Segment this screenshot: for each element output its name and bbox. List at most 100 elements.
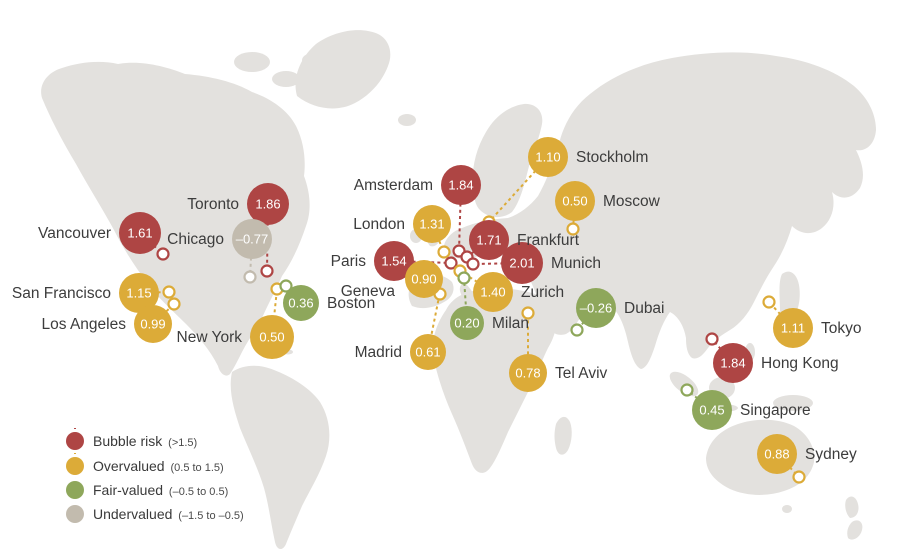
city-bubble-geneva [405, 260, 443, 298]
city-label-new-york: New York [177, 329, 243, 346]
city-bubble-stockholm [528, 137, 568, 177]
legend-swatch-undervalued [66, 505, 84, 523]
city-bubble-frankfurt [469, 220, 509, 260]
city-value-toronto: 1.86 [255, 197, 280, 212]
new-zealand [845, 496, 859, 518]
location-marker-london [437, 245, 451, 259]
city-value-sydney: 0.88 [764, 447, 789, 462]
city-label-tel-aviv: Tel Aviv [555, 365, 608, 382]
city-value-singapore: 0.45 [699, 403, 724, 418]
city-bubble-amsterdam [441, 165, 481, 205]
city-value-hong-kong: 1.84 [720, 356, 745, 371]
city-label-amsterdam: Amsterdam [354, 177, 433, 194]
location-marker-sydney [792, 470, 806, 484]
city-value-paris: 1.54 [381, 254, 406, 269]
city-bubble-los-angeles [134, 305, 172, 343]
location-marker-tokyo [762, 295, 776, 309]
legend-swatch-bubble-risk [66, 432, 84, 450]
city-label-tokyo: Tokyo [821, 320, 862, 337]
city-bubble-toronto [247, 183, 289, 225]
iceland [398, 114, 416, 126]
city-label-hong-kong: Hong Kong [761, 355, 839, 372]
city-bubble-tel-aviv [509, 354, 547, 392]
city-label-geneva: Geneva [341, 283, 396, 300]
city-bubble-singapore [692, 390, 732, 430]
legend-label-bubble-risk: Bubble risk (>1.5) [93, 433, 197, 449]
location-marker-singapore [680, 383, 694, 397]
city-bubble-milan [450, 306, 484, 340]
city-label-sydney: Sydney [805, 446, 857, 463]
city-value-dubai: –0.26 [580, 301, 613, 316]
city-value-amsterdam: 1.84 [448, 178, 473, 193]
city-label-los-angeles: Los Angeles [42, 316, 127, 333]
city-bubble-sydney [757, 434, 797, 474]
city-label-zurich: Zurich [521, 284, 564, 301]
city-bubble-paris [374, 241, 414, 281]
city-bubbles: 1.61 1.86 –0.77 1.15 0.99 0.50 0.36 1.84 1.31 1.5… [119, 137, 813, 474]
legend-label-fair-valued: Fair-valued (–0.5 to 0.5) [93, 482, 228, 498]
city-value-tokyo: 1.11 [781, 321, 805, 336]
location-marker-moscow [566, 222, 580, 236]
city-value-stockholm: 1.10 [535, 150, 560, 165]
city-bubble-tokyo [773, 308, 813, 348]
city-value-geneva: 0.90 [411, 272, 436, 287]
city-label-chicago: Chicago [167, 231, 224, 248]
city-bubble-san-francisco [119, 273, 159, 313]
location-marker-los-angeles [167, 297, 181, 311]
city-bubble-zurich [473, 272, 513, 312]
city-bubble-hong-kong [713, 343, 753, 383]
arctic-island [234, 52, 270, 72]
city-value-munich: 2.01 [509, 256, 534, 271]
city-label-milan: Milan [492, 315, 529, 332]
continent-south-america [230, 365, 330, 550]
city-value-boston: 0.36 [288, 296, 313, 311]
new-zealand-south [847, 520, 863, 540]
city-bubble-dubai [576, 288, 616, 328]
city-value-frankfurt: 1.71 [476, 233, 501, 248]
legend-swatch-overvalued [66, 457, 84, 475]
location-marker-san-francisco [162, 285, 176, 299]
city-label-moscow: Moscow [603, 193, 661, 210]
city-bubble-chicago [232, 219, 272, 259]
city-label-paris: Paris [331, 253, 367, 270]
city-label-san-francisco: San Francisco [12, 285, 111, 302]
city-bubble-moscow [555, 181, 595, 221]
location-marker-milan [457, 271, 471, 285]
arctic-island [272, 71, 300, 87]
city-value-madrid: 0.61 [415, 345, 440, 360]
location-marker-tel-aviv [521, 306, 535, 320]
city-value-tel-aviv: 0.78 [515, 366, 540, 381]
madagascar [554, 416, 572, 455]
location-marker-boston [279, 279, 293, 293]
city-value-new-york: 0.50 [259, 330, 284, 345]
city-label-frankfurt: Frankfurt [517, 232, 580, 249]
city-label-singapore: Singapore [740, 402, 811, 419]
location-marker-toronto [260, 264, 274, 278]
legend-label-undervalued: Undervalued (–1.5 to –0.5) [93, 506, 244, 522]
city-label-vancouver: Vancouver [38, 225, 111, 242]
continent-eurasia [443, 52, 876, 369]
city-bubble-london [413, 205, 451, 243]
legend-swatch-fair-valued [66, 481, 84, 499]
continent-north-america [41, 61, 310, 376]
arctic-island [302, 53, 326, 67]
scandinavia [472, 103, 543, 218]
city-label-munich: Munich [551, 255, 601, 272]
city-value-london: 1.31 [419, 217, 444, 232]
city-bubble-madrid [410, 334, 446, 370]
city-labels: Vancouver Toronto Chicago San Francisco Los … [12, 149, 862, 463]
city-bubble-boston [283, 285, 319, 321]
city-bubble-new-york [250, 315, 294, 359]
city-value-zurich: 1.40 [480, 285, 505, 300]
location-marker-dubai [570, 323, 584, 337]
connector-line-amsterdam [458, 184, 462, 252]
city-value-los-angeles: 0.99 [140, 317, 165, 332]
location-marker-chicago [243, 270, 257, 284]
city-value-vancouver: 1.61 [127, 226, 152, 241]
location-marker-munich [466, 257, 480, 271]
city-label-london: London [353, 216, 405, 233]
city-value-san-francisco: 1.15 [126, 286, 151, 301]
location-marker-vancouver [156, 247, 170, 261]
legend-label-overvalued: Overvalued (0.5 to 1.5) [93, 458, 224, 474]
